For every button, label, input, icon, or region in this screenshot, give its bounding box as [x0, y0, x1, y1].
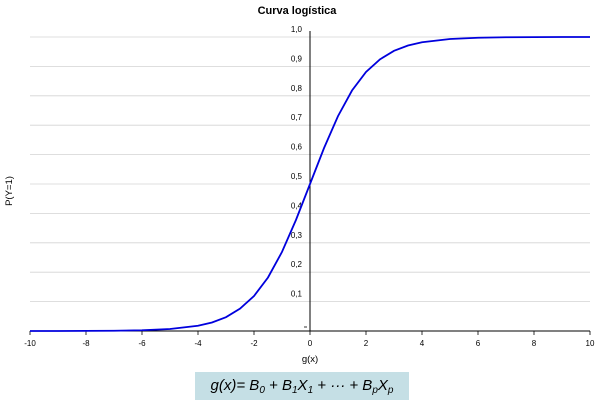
y-tick-label: 0,1 [291, 290, 303, 299]
y-axis-label: P(Y=1) [4, 176, 15, 206]
formula-part: + B [264, 376, 292, 394]
formula-box: g(x)= B0 + B1X1 + ··· + BpXp [195, 372, 409, 400]
formula-text: g(x)= B0 + B1X1 + ··· + BpXp [211, 377, 394, 396]
x-tick-label: 6 [476, 339, 481, 348]
formula-subscript: 0 [259, 384, 265, 396]
x-tick-label: 8 [532, 339, 537, 348]
x-tick-label: -10 [24, 339, 36, 348]
formula-part: X [377, 376, 388, 394]
x-tick-label: -4 [194, 339, 202, 348]
x-tick-label: 2 [364, 339, 369, 348]
formula-subscript: 1 [291, 384, 298, 396]
y-axis-ticks: 0,1 0,2 0,3 0,4 0,5 0,6 0,7 0,8 0,9 1,0 [291, 25, 307, 328]
formula-part: g(x)= B [210, 376, 260, 394]
y-tick-label: 0,9 [291, 54, 303, 63]
x-tick-label: -8 [82, 339, 90, 348]
y-tick-label: 0,3 [291, 231, 303, 240]
y-tick-label: 1,0 [291, 25, 303, 34]
y-tick-label: 0,8 [291, 84, 303, 93]
y-tick-label: 0,2 [291, 260, 303, 269]
y-tick-label: 0,5 [291, 172, 303, 181]
logistic-chart: Curva logística 0,1 0,2 0,3 0,4 0,5 0,6 0,7 0,8… [4, 5, 595, 365]
formula-part: X [297, 376, 308, 394]
logistic-curve-line [29, 36, 591, 332]
x-tick-label: -2 [250, 339, 258, 348]
formula-subscript: p [387, 384, 394, 396]
formula-subscript: 1 [307, 384, 314, 396]
y-tick-label: 0,4 [291, 201, 303, 210]
x-tick-label: -6 [138, 339, 146, 348]
x-axis-label: g(x) [302, 354, 318, 365]
formula-subscript: p [372, 384, 378, 396]
x-axis-ticks: -10 -8 -6 -4 -2 0 2 4 6 8 10 [24, 331, 595, 348]
formula-part: + ··· + B [313, 376, 373, 394]
y-tick-label: 0,7 [291, 113, 303, 122]
x-tick-label: 10 [586, 339, 595, 348]
x-tick-label: 0 [308, 339, 313, 348]
chart-title: Curva logística [258, 5, 338, 17]
y-tick-label: 0,6 [291, 143, 303, 152]
axes [30, 31, 590, 332]
x-tick-label: 4 [420, 339, 425, 348]
